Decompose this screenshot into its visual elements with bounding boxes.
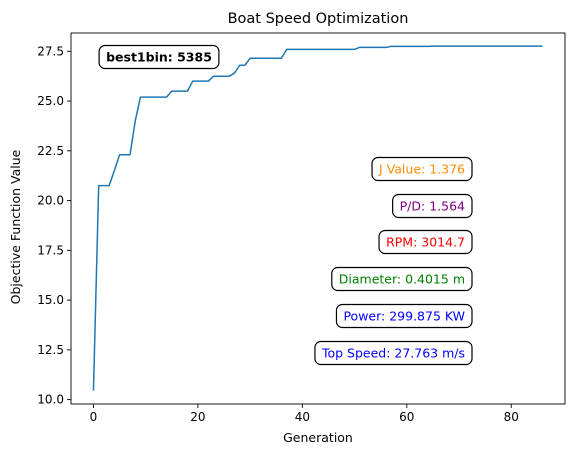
chart-title: Boat Speed Optimization [228,11,409,27]
annotation-text: Diameter: 0.4015 m [339,272,465,287]
annotation-box: RPM: 3014.7 [378,229,473,255]
plot-area: 0 20 40 60 80 10.0 12.5 15.0 17.5 20.0 22.5 25.0 27.… [37,32,566,424]
annotation-text: J Value: 1.376 [378,162,465,177]
x-tick-label: 40 [295,410,310,424]
annotation-box: P/D: 1.564 [392,193,473,219]
y-tick-label: 17.5 [37,243,64,257]
y-tick-label: 25.0 [37,94,64,108]
y-tick-label: 12.5 [37,343,64,357]
annotation-frame [392,193,473,219]
x-tick-label: 60 [399,410,414,424]
x-tick-label: 80 [504,410,519,424]
x-tick-label: 20 [190,410,205,424]
y-tick-label: 27.5 [37,44,64,58]
annotation-frame [371,156,473,182]
annotation-box: Top Speed: 27.763 m/s [314,340,473,366]
annotation-frame [331,266,473,292]
annotation-text: Top Speed: 27.763 m/s [321,346,465,361]
annotation-frame [378,229,473,255]
annotation-box: J Value: 1.376 [371,156,473,182]
y-tick-label: 20.0 [37,194,64,208]
annotation-text: best1bin: 5385 [106,50,212,65]
annotation-group: best1bin: 5385 J Value: 1.376 P/D: 1.564 RP… [98,44,473,366]
y-axis-label: Objective Function Value [8,149,23,304]
y-tick-label: 22.5 [37,144,64,158]
series-line-0 [92,45,543,391]
annotation-box: best1bin: 5385 [98,44,220,70]
annotation-box: Power: 299.875 KW [335,303,473,329]
annotation-frame [335,303,473,329]
annotation-frame [314,340,473,366]
plot-frame [70,32,566,405]
y-tick-label: 10.0 [37,393,64,407]
annotation-frame [98,44,220,70]
annotation-box: Diameter: 0.4015 m [331,266,473,292]
annotation-text: P/D: 1.564 [400,199,465,214]
annotation-text: RPM: 3014.7 [386,235,465,250]
annotation-text: Power: 299.875 KW [343,309,465,324]
x-tick-label: 0 [90,410,98,424]
y-tick-label: 15.0 [37,293,64,307]
x-axis-label: Generation [283,430,353,445]
